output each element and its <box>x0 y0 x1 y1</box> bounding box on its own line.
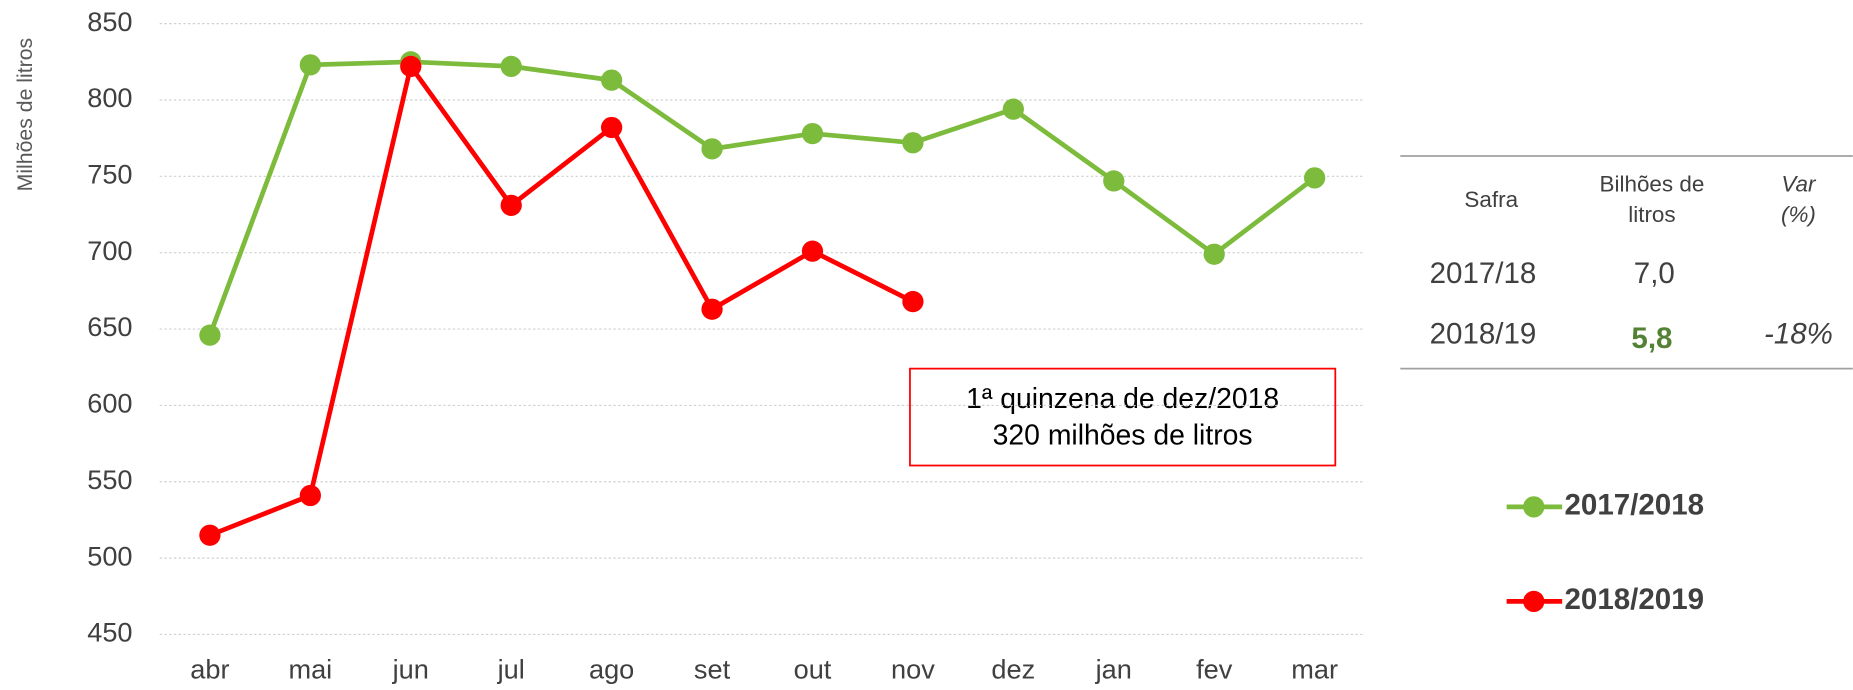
point <box>801 240 824 262</box>
x-tick-label: mar <box>1291 653 1338 684</box>
point <box>801 122 824 145</box>
y-tick-label: 700 <box>87 235 132 266</box>
table-header: Bilhões de <box>1600 171 1705 196</box>
table-header: Var <box>1781 171 1817 196</box>
x-tick-label: set <box>694 653 731 684</box>
x-tick-label: dez <box>991 653 1035 684</box>
y-tick-label: 500 <box>87 540 132 571</box>
table-header: (%) <box>1781 202 1816 227</box>
point <box>1002 98 1024 120</box>
x-tick-label: nov <box>891 653 935 684</box>
y-tick-label: 650 <box>87 311 132 342</box>
x-tick-label: out <box>794 653 832 684</box>
series-line <box>209 64 914 538</box>
point <box>902 290 924 313</box>
annotation: 320 milhões de litros <box>993 420 1253 452</box>
legend-label: 2017/2018 <box>1565 489 1705 522</box>
x-tick-label: jun <box>392 653 429 684</box>
point <box>199 324 221 346</box>
point <box>701 298 723 320</box>
annotation: 1ª quinzena de dez/2018 <box>966 383 1279 415</box>
point <box>1103 170 1125 192</box>
y-tick-label: 450 <box>87 617 132 648</box>
table-header: litros <box>1628 202 1675 227</box>
x-tick-label: ago <box>589 653 634 684</box>
point <box>600 69 623 91</box>
table-cell: 5,8 <box>1631 322 1672 355</box>
point <box>400 55 422 78</box>
point <box>701 138 723 160</box>
x-tick-label: mai <box>288 653 332 684</box>
y-tick-label: 600 <box>87 388 132 419</box>
point <box>500 194 522 216</box>
point <box>500 55 522 78</box>
point <box>902 132 924 154</box>
series-line <box>207 59 1317 336</box>
table-cell: 7,0 <box>1634 257 1675 290</box>
x-tick-label: jan <box>1095 653 1132 684</box>
x-tick-label: jul <box>497 653 525 684</box>
point <box>600 116 623 139</box>
table-cell: 2017/18 <box>1430 257 1537 290</box>
point <box>1203 243 1225 265</box>
x-tick-label: fev <box>1196 653 1233 684</box>
y-tick-label: 800 <box>87 82 132 113</box>
point <box>1303 167 1326 189</box>
x-tick-label: abr <box>190 653 229 684</box>
annotation-box <box>909 367 1337 467</box>
y-tick-label: 750 <box>87 159 132 190</box>
point <box>299 54 321 76</box>
y-tick-label: 550 <box>87 464 132 495</box>
table-header: Safra <box>1464 187 1518 212</box>
point <box>199 524 221 546</box>
legend-label: 2018/2019 <box>1565 583 1705 616</box>
y-tick-label: 850 <box>87 6 132 37</box>
table-cell: -18% <box>1764 317 1833 350</box>
legend-marker <box>1523 496 1545 518</box>
point <box>299 484 321 507</box>
y-axis-title: Milhões de litros <box>13 38 37 192</box>
legend-marker <box>1523 590 1545 613</box>
table-cell: 2018/19 <box>1430 317 1537 350</box>
